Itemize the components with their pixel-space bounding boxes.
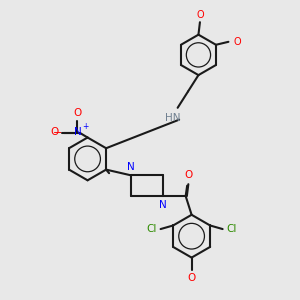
Text: N: N	[160, 200, 167, 210]
Text: O: O	[233, 37, 241, 47]
Text: O: O	[50, 128, 58, 137]
Text: O: O	[73, 108, 81, 118]
Text: Cl: Cl	[146, 224, 157, 234]
Text: +: +	[82, 122, 89, 131]
Text: Cl: Cl	[226, 224, 237, 234]
Text: HN: HN	[165, 113, 181, 123]
Text: O: O	[188, 273, 196, 283]
Text: O: O	[184, 170, 193, 180]
Text: N: N	[127, 162, 135, 172]
Text: O: O	[196, 10, 204, 20]
Text: −: −	[52, 128, 62, 138]
Text: N: N	[74, 128, 82, 137]
